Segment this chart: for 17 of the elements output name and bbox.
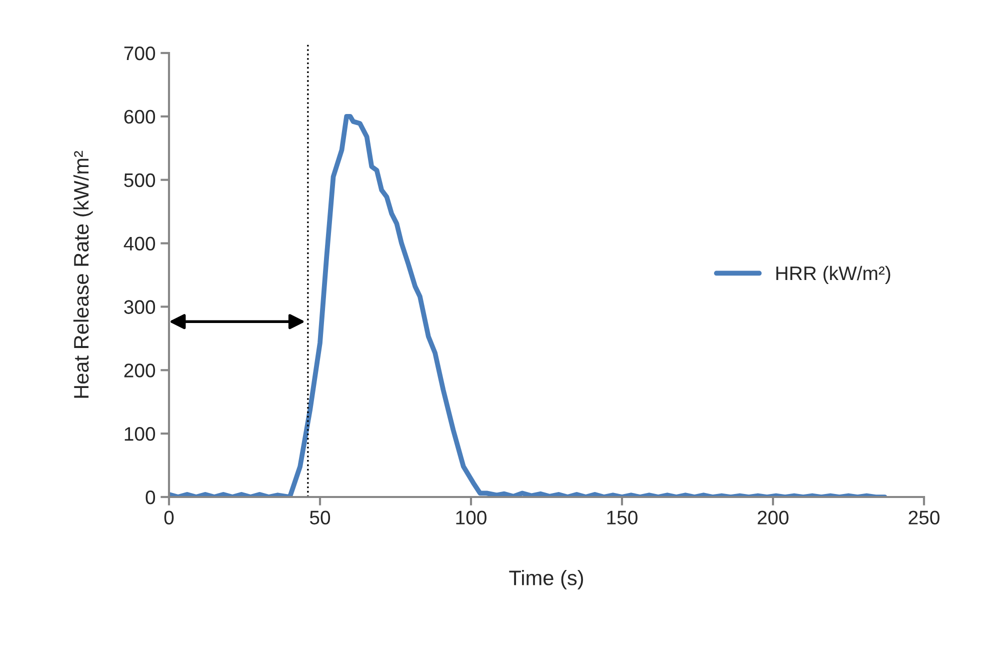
y-tick-label: 600	[124, 110, 156, 124]
x-tick-label: 0	[164, 510, 174, 524]
x-tick-label: 50	[310, 510, 330, 524]
y-tick-label: 200	[124, 364, 156, 378]
y-axis-title: Heat Release Rate (kW/m²	[73, 150, 93, 398]
legend-label: HRR (kW/m²)	[776, 266, 890, 284]
y-tick-label: 500	[124, 173, 156, 188]
y-tick-label: 700	[124, 46, 156, 60]
y-tick-label: 300	[124, 300, 156, 314]
x-axis-title: Time (s)	[509, 570, 584, 590]
x-tick-label: 200	[758, 510, 788, 524]
x-tick-label: 250	[908, 510, 940, 524]
x-tick-label: 150	[607, 510, 638, 524]
x-tick-label: 100	[456, 510, 486, 524]
y-tick-label: 400	[124, 236, 156, 251]
y-tick-label: 100	[124, 427, 156, 441]
y-tick-label: 0	[146, 490, 156, 504]
